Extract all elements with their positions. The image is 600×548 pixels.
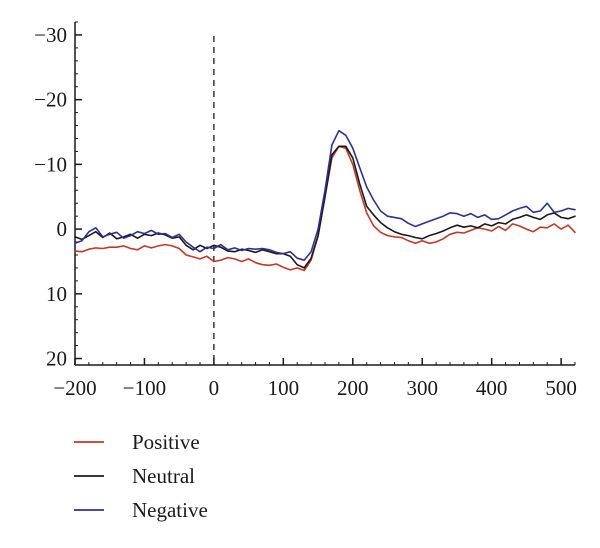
y-tick-label: 20 xyxy=(46,347,67,371)
x-tick-label: 200 xyxy=(337,376,369,400)
x-tick-label: 500 xyxy=(545,376,577,400)
x-tick-label: 400 xyxy=(476,376,508,400)
y-tick-label: 10 xyxy=(46,282,67,306)
x-tick-label: −200 xyxy=(53,376,96,400)
legend: Positive Neutral Negative xyxy=(74,430,208,522)
y-tick-label: −20 xyxy=(34,88,67,112)
y-tick-label: −10 xyxy=(34,152,67,176)
y-tick-label: −30 xyxy=(34,23,67,47)
y-tick-label: 0 xyxy=(57,217,68,241)
x-tick-label: −100 xyxy=(123,376,166,400)
series-layer xyxy=(74,129,576,272)
series-line-positive xyxy=(74,145,576,272)
x-tick-label: 300 xyxy=(406,376,438,400)
x-tick-label: 100 xyxy=(268,376,300,400)
legend-label-neutral: Neutral xyxy=(132,464,195,488)
legend-label-positive: Positive xyxy=(132,430,200,454)
series-line-negative xyxy=(74,129,576,262)
x-tick-label: 0 xyxy=(209,376,220,400)
legend-label-negative: Negative xyxy=(132,498,208,522)
series-line-neutral xyxy=(74,145,576,269)
